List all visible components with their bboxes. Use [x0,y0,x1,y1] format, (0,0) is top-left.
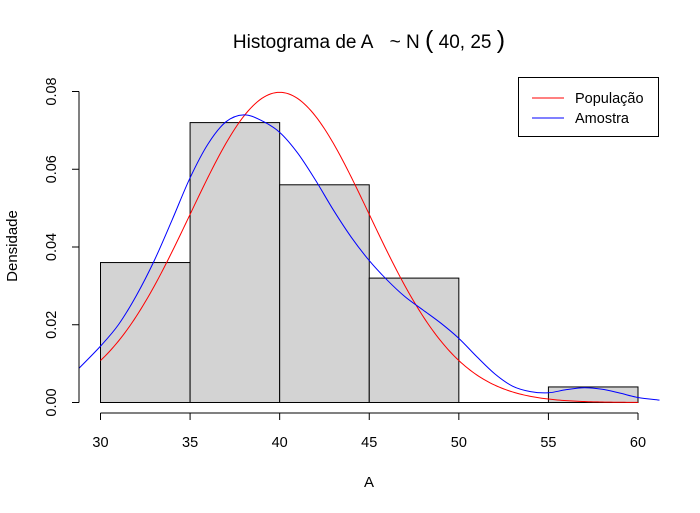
y-tick-label-0.04: 0.04 [44,233,60,261]
x-axis-label: A [364,474,374,491]
y-axis: 0.00 0.02 0.04 0.06 0.08 [44,77,80,417]
legend-label-2: Amostra [575,111,630,127]
histogram-bar-1 [100,262,191,403]
histogram-bar-6 [547,386,639,404]
y-axis-label: Densidade [4,210,21,282]
title-dist: ~ N [390,32,420,53]
x-tick-label-50: 50 [451,435,467,451]
x-tick-label-30: 30 [92,435,108,451]
y-tick-label-0.06: 0.06 [44,155,60,183]
histogram-bar-2 [189,122,281,403]
histogram-bars [100,122,639,404]
legend: População Amostra [518,77,659,137]
title-prefix: Histograma de A [233,32,374,53]
legend-box [518,77,659,137]
x-tick-label-45: 45 [361,435,377,451]
title-close-paren: ) [497,26,505,54]
legend-label-1: População [575,91,644,107]
histogram-bar-3 [279,184,370,403]
y-tick-label-0.08: 0.08 [44,77,60,105]
x-tick-label-60: 60 [630,435,646,451]
histogram-bar-4 [368,277,460,404]
title-open-paren: ( [425,26,434,54]
chart-title: Histograma de A ~ N ( 40, 25 ) [233,26,505,54]
curve-amostra [79,114,660,401]
y-tick-label-0.02: 0.02 [44,311,60,339]
x-tick-label-35: 35 [182,435,198,451]
curve-populacao [100,91,639,403]
x-tick-label-40: 40 [272,435,288,451]
x-tick-label-55: 55 [540,435,556,451]
x-axis: 30 35 40 45 50 55 60 [92,412,646,451]
density-curves [79,91,660,403]
title-params: 40, 25 [439,32,492,53]
y-tick-label-0.00: 0.00 [44,388,60,416]
